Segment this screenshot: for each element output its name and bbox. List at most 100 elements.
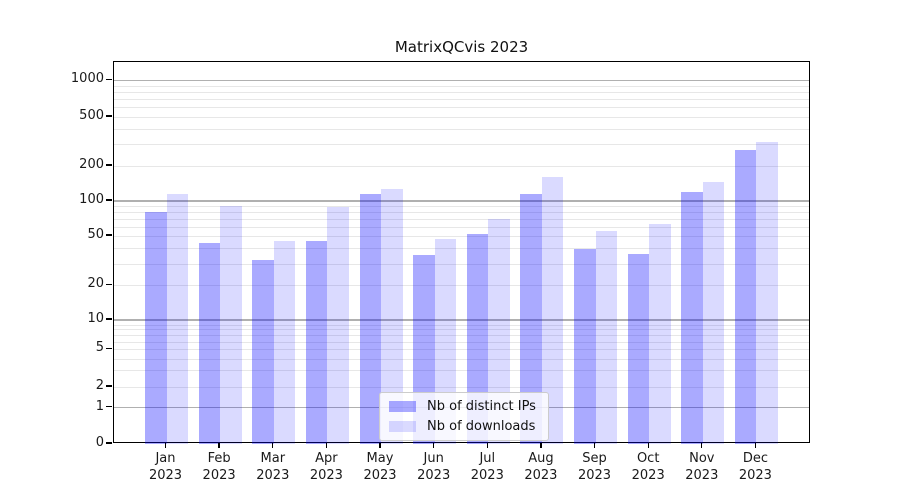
bar-downloads [488,219,510,444]
bar-distinct-ips [734,150,757,444]
legend-entry-distinct-ips: Nb of distinct IPs [389,398,536,415]
x-axis-tick [754,443,757,448]
bar-downloads [541,177,564,444]
month-label: Oct [636,451,660,466]
y-axis-tick [106,78,112,80]
minor-gridline [114,107,809,109]
x-axis-tick-label: Nov 2023 [670,450,734,484]
x-axis-tick-label: May 2023 [348,450,412,484]
x-axis-tick [647,443,649,448]
minor-gridline [114,219,809,220]
x-axis-tick [540,443,542,448]
x-axis-tick [218,443,220,448]
legend: Nb of distinct IPs Nb of downloads [379,392,549,441]
bar-downloads [381,188,403,444]
minor-gridline [114,117,809,118]
minor-gridline [114,335,809,337]
minor-gridline [114,285,809,287]
x-axis-tick [593,443,596,448]
month-label: May [366,451,394,466]
y-axis-tick [106,234,112,236]
year-label: 2023 [577,468,612,483]
month-label: Nov [689,451,715,466]
x-axis-tick-label: Sep 2023 [563,450,627,484]
legend-label-distinct-ips: Nb of distinct IPs [427,399,536,414]
x-axis-tick-label: Mar 2023 [241,450,305,484]
minor-gridline [114,166,809,167]
x-axis-tick [379,443,381,448]
year-label: 2023 [148,468,183,483]
x-axis-tick-label: Jul 2023 [455,450,519,484]
y-axis-tick [106,283,112,285]
y-axis-tick-label: 500 [79,108,104,123]
minor-gridline [114,387,809,388]
year-label: 2023 [309,468,343,483]
bar-distinct-ips [305,240,328,444]
y-axis-tick-label: 100 [79,192,104,207]
minor-gridline [114,99,809,101]
plot-area [113,61,810,444]
y-axis-tick-label: 50 [87,227,104,242]
minor-gridline [114,212,809,214]
bar-downloads [220,206,242,444]
minor-gridline [114,128,809,130]
y-axis-tick-label: 10 [87,311,104,326]
y-axis-tick [106,318,112,320]
y-axis-tick [106,406,112,408]
month-label: Dec [742,451,768,466]
bar-distinct-ips [145,212,167,444]
major-gridline [114,319,809,321]
y-axis-tick [106,199,112,201]
month-label: Feb [207,451,231,466]
month-label: Jun [423,451,444,466]
month-label: Apr [315,451,338,466]
year-label: 2023 [631,468,665,483]
x-axis-tick-label: Aug 2023 [509,450,573,484]
year-label: 2023 [738,468,772,483]
y-axis-tick-label: 200 [79,157,104,172]
minor-gridline [114,370,809,372]
y-axis-tick [106,115,112,117]
x-axis-tick-label: Apr 2023 [294,450,358,484]
minor-gridline [114,92,809,94]
year-label: 2023 [363,468,397,483]
x-axis-tick [433,443,435,448]
y-axis-tick-label: 1000 [70,71,104,87]
year-label: 2023 [685,468,719,483]
y-axis-tick [106,385,112,387]
bar-distinct-ips [681,191,703,444]
x-axis-tick-label: Jan 2023 [134,450,198,484]
year-label: 2023 [256,468,290,483]
bar-distinct-ips [466,234,489,444]
x-axis-tick [272,443,274,448]
y-axis-tick-label: 2 [95,378,104,393]
minor-gridline [114,248,809,249]
month-label: Sep [582,451,607,466]
minor-gridline [114,329,809,331]
bar-distinct-ips [252,260,274,444]
y-axis-tick [106,347,112,349]
minor-gridline [114,236,809,237]
year-label: 2023 [524,468,558,483]
minor-gridline [114,226,809,228]
bar-downloads [595,231,617,444]
legend-swatch-distinct-ips [389,401,416,412]
minor-gridline [114,263,809,265]
year-label: 2023 [202,468,236,483]
y-axis-tick-label: 1 [95,398,104,414]
legend-label-downloads: Nb of downloads [427,419,536,434]
y-axis-tick-label: 0 [95,435,104,450]
minor-gridline [114,349,809,351]
year-label: 2023 [470,468,504,483]
bar-distinct-ips [359,194,381,444]
legend-entry-downloads: Nb of downloads [389,418,536,435]
x-axis-tick-label: Oct 2023 [616,450,680,484]
month-label: Aug [528,451,554,466]
x-axis-tick-label: Feb 2023 [187,450,251,484]
bar-downloads [756,141,778,444]
minor-gridline [114,358,809,360]
x-axis-tick [486,443,488,448]
y-axis-tick [106,442,112,444]
legend-swatch-downloads [389,421,416,432]
x-axis-tick [701,443,703,448]
